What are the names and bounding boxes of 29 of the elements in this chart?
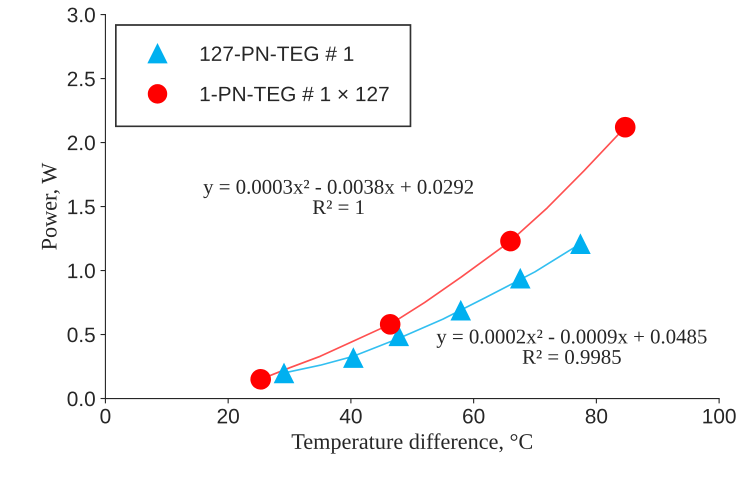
x-tick-label: 60: [463, 408, 484, 424]
x-tick-label: 80: [586, 408, 608, 424]
point: [274, 362, 294, 384]
x-tick-label: 100: [703, 408, 736, 424]
point: [614, 116, 636, 138]
y-axis-title: Power, W: [42, 162, 60, 250]
point: [343, 347, 364, 368]
y-tick-label: 1.0: [68, 264, 95, 278]
point: [500, 230, 521, 252]
point: [570, 233, 591, 254]
annotation: y = 0.0003x² - 0.0038x + 0.0292 R² = 1: [203, 180, 474, 214]
point: [450, 300, 472, 321]
x-tick-label: 40: [340, 408, 362, 424]
y-tick-label: 1.5: [68, 200, 95, 214]
y-tick-label: 3.0: [68, 8, 95, 22]
point: [250, 369, 271, 390]
y-tick-label: 2.5: [68, 72, 95, 86]
annotation: y = 0.0002x² - 0.0009x + 0.0485 R² = 0.9985: [436, 330, 707, 364]
legend-label: 127-PN-TEG # 1: [200, 46, 354, 62]
x-tick-label: 0: [100, 408, 110, 424]
point: [510, 268, 531, 289]
point: [380, 314, 400, 335]
x-tick-label: 20: [218, 408, 239, 424]
y-tick-label: 0.5: [68, 328, 95, 342]
y-tick-label: 2.0: [68, 136, 95, 150]
y-tick-label: 0.0: [68, 392, 95, 406]
legend-label: 1-PN-TEG # 1 × 127: [200, 86, 389, 102]
x-axis-title: Temperature difference, °C: [292, 433, 532, 454]
point: [388, 326, 410, 346]
